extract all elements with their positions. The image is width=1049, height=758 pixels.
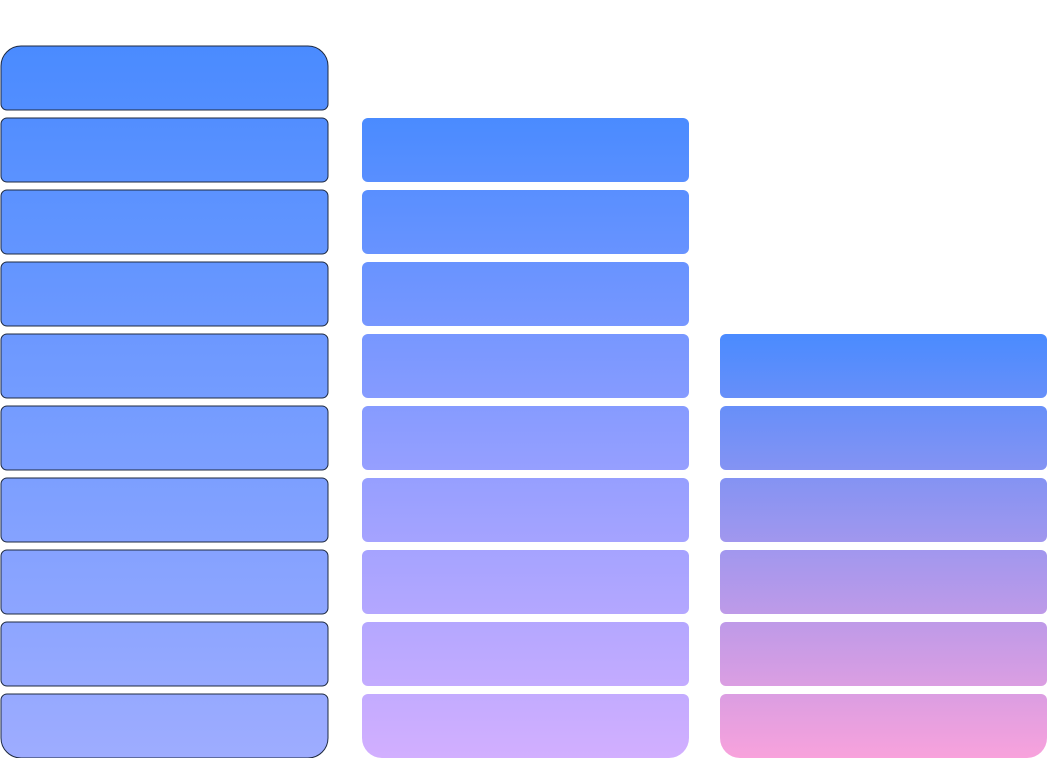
bar-segment	[720, 622, 1047, 686]
bar-column-3	[720, 334, 1047, 758]
bar-column-2	[362, 118, 689, 758]
bar-segment	[362, 406, 689, 470]
bar-segment	[0, 405, 329, 471]
bar-segment	[720, 478, 1047, 542]
bar-segment	[362, 694, 689, 758]
bar-column-1	[0, 45, 329, 758]
bar-segment	[362, 334, 689, 398]
bar-segment	[720, 406, 1047, 470]
bar-segment	[0, 261, 329, 327]
bar-segment	[0, 117, 329, 183]
bar-segment	[362, 478, 689, 542]
bar-segment	[0, 189, 329, 255]
bar-segment	[720, 334, 1047, 398]
bar-segment	[362, 118, 689, 182]
bar-segment	[362, 550, 689, 614]
bar-segment	[362, 190, 689, 254]
bar-segment	[0, 45, 329, 111]
bar-segment	[0, 477, 329, 543]
bar-segment	[720, 550, 1047, 614]
bar-segment	[0, 333, 329, 399]
bar-segment	[362, 262, 689, 326]
bar-segment	[0, 549, 329, 615]
bar-segment	[0, 621, 329, 687]
bar-segment	[0, 693, 329, 758]
bar-segment	[362, 622, 689, 686]
bar-segment	[720, 694, 1047, 758]
